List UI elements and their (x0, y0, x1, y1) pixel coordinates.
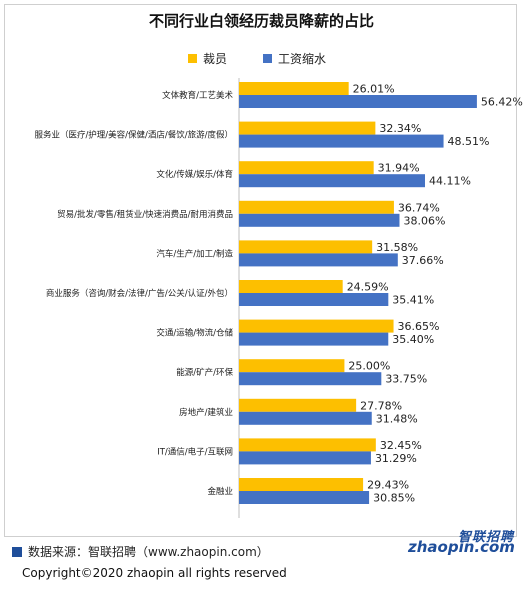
bar-pay-cut (239, 491, 370, 504)
data-label-pay-cut: 56.42% (481, 96, 523, 109)
category-label: 金融业 (207, 486, 233, 497)
legend-label-pay-cut: 工资缩水 (278, 52, 327, 66)
bar-pay-cut (239, 174, 425, 188)
category-label: 能源/矿产/环保 (176, 367, 233, 378)
bar-layoff (239, 200, 394, 214)
legend: 裁员 工资缩水 (0, 50, 523, 68)
data-label-pay-cut: 37.66% (402, 254, 444, 267)
data-label-pay-cut: 35.40% (392, 333, 434, 346)
category-label: 交通/运输/物流/仓储 (156, 328, 233, 339)
source-marker (12, 546, 22, 557)
bar-pay-cut (239, 253, 398, 267)
data-label-layoff: 32.34% (379, 122, 421, 135)
data-label-pay-cut: 48.51% (448, 135, 490, 148)
logo-text-cn: 智联招聘 (457, 530, 514, 545)
data-label-pay-cut: 31.29% (375, 452, 417, 465)
data-label-layoff: 32.45% (380, 439, 422, 452)
data-label-layoff: 27.78% (360, 399, 402, 412)
bar-pay-cut (239, 293, 389, 306)
zhaopin-logo: 智联招聘 zhaopin.com (408, 526, 516, 556)
bar-layoff (239, 398, 357, 412)
bar-pay-cut (239, 372, 382, 386)
logo-text-en: zhaopin.com (408, 538, 515, 556)
bar-pay-cut (239, 451, 371, 465)
data-label-layoff: 31.94% (378, 162, 420, 175)
data-source: 数据来源：智联招聘（www.zhaopin.com） (12, 543, 269, 560)
data-label-layoff: 25.00% (348, 360, 390, 373)
bar-layoff (239, 121, 376, 135)
bar-layoff (239, 161, 374, 175)
data-label-pay-cut: 44.11% (429, 175, 471, 188)
data-label-layoff: 36.74% (398, 201, 440, 214)
bar-layoff (239, 280, 343, 293)
bar-pay-cut (239, 134, 444, 148)
bar-layoff (239, 240, 373, 254)
legend-label-layoff: 裁员 (203, 52, 228, 66)
bar-pay-cut (239, 213, 400, 227)
data-label-pay-cut: 35.41% (392, 294, 434, 307)
bar-layoff (239, 359, 345, 373)
category-label: 商业服务（咨询/财会/法律/广告/公关/认证/外包） (46, 288, 233, 299)
data-label-pay-cut: 31.48% (376, 412, 418, 425)
category-label: 汽车/生产/加工/制造 (156, 248, 233, 259)
data-label-pay-cut: 38.06% (403, 214, 445, 227)
category-label: 服务业（医疗/护理/美容/保健/酒店/餐饮/旅游/度假） (34, 130, 233, 141)
legend-swatch-layoff (188, 54, 197, 63)
data-label-layoff: 24.59% (347, 281, 389, 294)
bar-pay-cut (239, 411, 372, 425)
bar-pay-cut (239, 95, 477, 108)
category-label: 贸易/批发/零售/租赁业/快速消费品/耐用消费品 (57, 209, 233, 220)
legend-item-layoff: 裁员 (188, 50, 227, 67)
legend-swatch-pay-cut (263, 54, 272, 63)
bar-layoff (239, 478, 364, 491)
copyright: Copyright©2020 zhaopin all rights reserv… (22, 566, 287, 580)
data-label-layoff: 31.58% (376, 241, 418, 254)
data-label-layoff: 29.43% (367, 479, 409, 492)
category-label: IT/通信/电子/互联网 (157, 446, 233, 457)
data-label-layoff: 26.01% (353, 83, 395, 96)
bar-layoff (239, 319, 394, 333)
category-label: 文体教育/工艺美术 (162, 90, 233, 101)
data-label-layoff: 36.65% (398, 320, 440, 333)
bar-pay-cut (239, 332, 389, 346)
bar-layoff (239, 438, 376, 452)
chart-title: 不同行业白领经历裁员降薪的占比 (148, 12, 374, 30)
bar-layoff (239, 82, 349, 95)
legend-item-pay-cut: 工资缩水 (263, 50, 326, 67)
data-label-pay-cut: 33.75% (385, 373, 427, 386)
source-text: 数据来源：智联招聘（www.zhaopin.com） (28, 545, 269, 559)
data-label-pay-cut: 30.85% (373, 492, 415, 505)
category-label: 文化/传媒/娱乐/体育 (156, 169, 233, 180)
category-label: 房地产/建筑业 (179, 407, 233, 418)
